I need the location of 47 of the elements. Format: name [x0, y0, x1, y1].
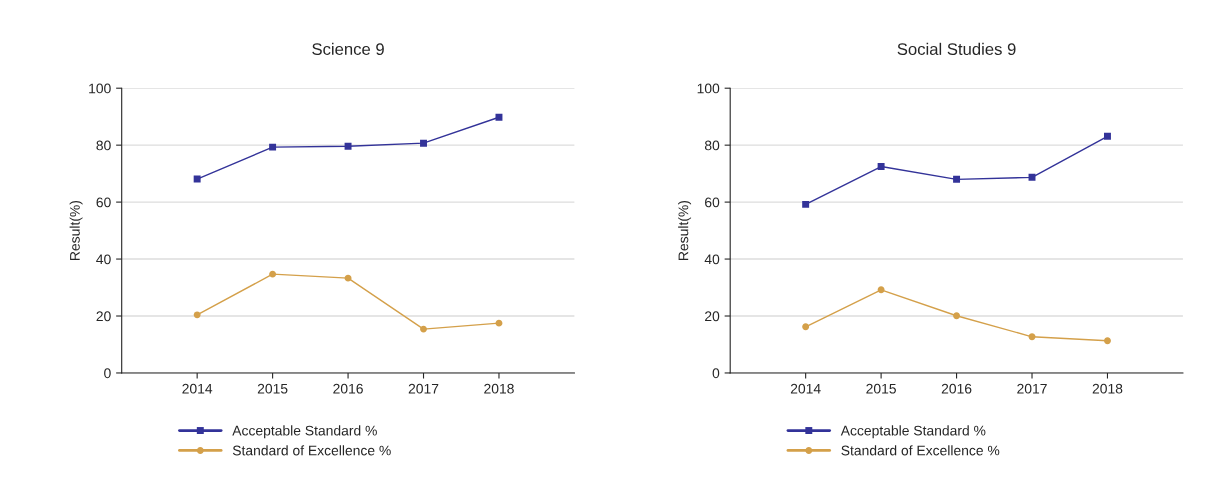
point [344, 142, 352, 150]
legend-label: Standard of Excellence % [841, 445, 1000, 456]
y-tick-label: 20 [96, 311, 111, 322]
point [802, 200, 810, 208]
x-tick-label: 2015 [866, 383, 896, 394]
x-tick-label: 2014 [790, 383, 821, 394]
chart-title: Science 9 [312, 42, 384, 56]
y-tick-label: 0 [104, 368, 111, 379]
point [877, 163, 885, 170]
point [1104, 337, 1111, 345]
x-tick-label: 2018 [484, 383, 514, 394]
x-tick-label: 2017 [408, 383, 439, 394]
chart-title: Social Studies 9 [897, 42, 1016, 56]
point [193, 175, 201, 183]
y-tick-label: 80 [704, 140, 720, 151]
legend-label: Standard of Excellence % [232, 445, 391, 456]
y-tick-label: 100 [697, 83, 720, 94]
y-tick-label: 40 [96, 254, 111, 265]
point [269, 143, 277, 151]
y-axis-title: Result(%) [69, 200, 83, 260]
x-tick-label: 2016 [941, 383, 972, 394]
point [1028, 333, 1036, 341]
point [953, 312, 961, 320]
x-tick-label: 2018 [1092, 383, 1123, 394]
point [953, 175, 961, 183]
x-tick-label: 2017 [1017, 383, 1047, 394]
point [269, 270, 277, 278]
y-axis-title: Result(%) [678, 200, 692, 260]
x-tick-label: 2016 [333, 383, 363, 394]
legend-label: Acceptable Standard % [232, 425, 377, 439]
point [802, 323, 810, 331]
point [1104, 132, 1111, 140]
y-tick-label: 20 [705, 311, 720, 322]
point [495, 113, 503, 121]
y-tick-label: 60 [705, 197, 720, 208]
x-tick-label: 2015 [257, 383, 288, 394]
y-tick-label: 60 [96, 197, 111, 208]
x-tick-label: 2014 [182, 383, 213, 394]
point [877, 286, 885, 294]
legend-label: Acceptable Standard % [840, 425, 986, 439]
point [420, 139, 427, 147]
point [193, 311, 201, 319]
y-tick-label: 80 [96, 140, 111, 151]
y-tick-label: 40 [704, 254, 720, 265]
y-tick-label: 100 [89, 83, 111, 94]
y-tick-label: 0 [712, 368, 720, 379]
point [420, 325, 427, 333]
